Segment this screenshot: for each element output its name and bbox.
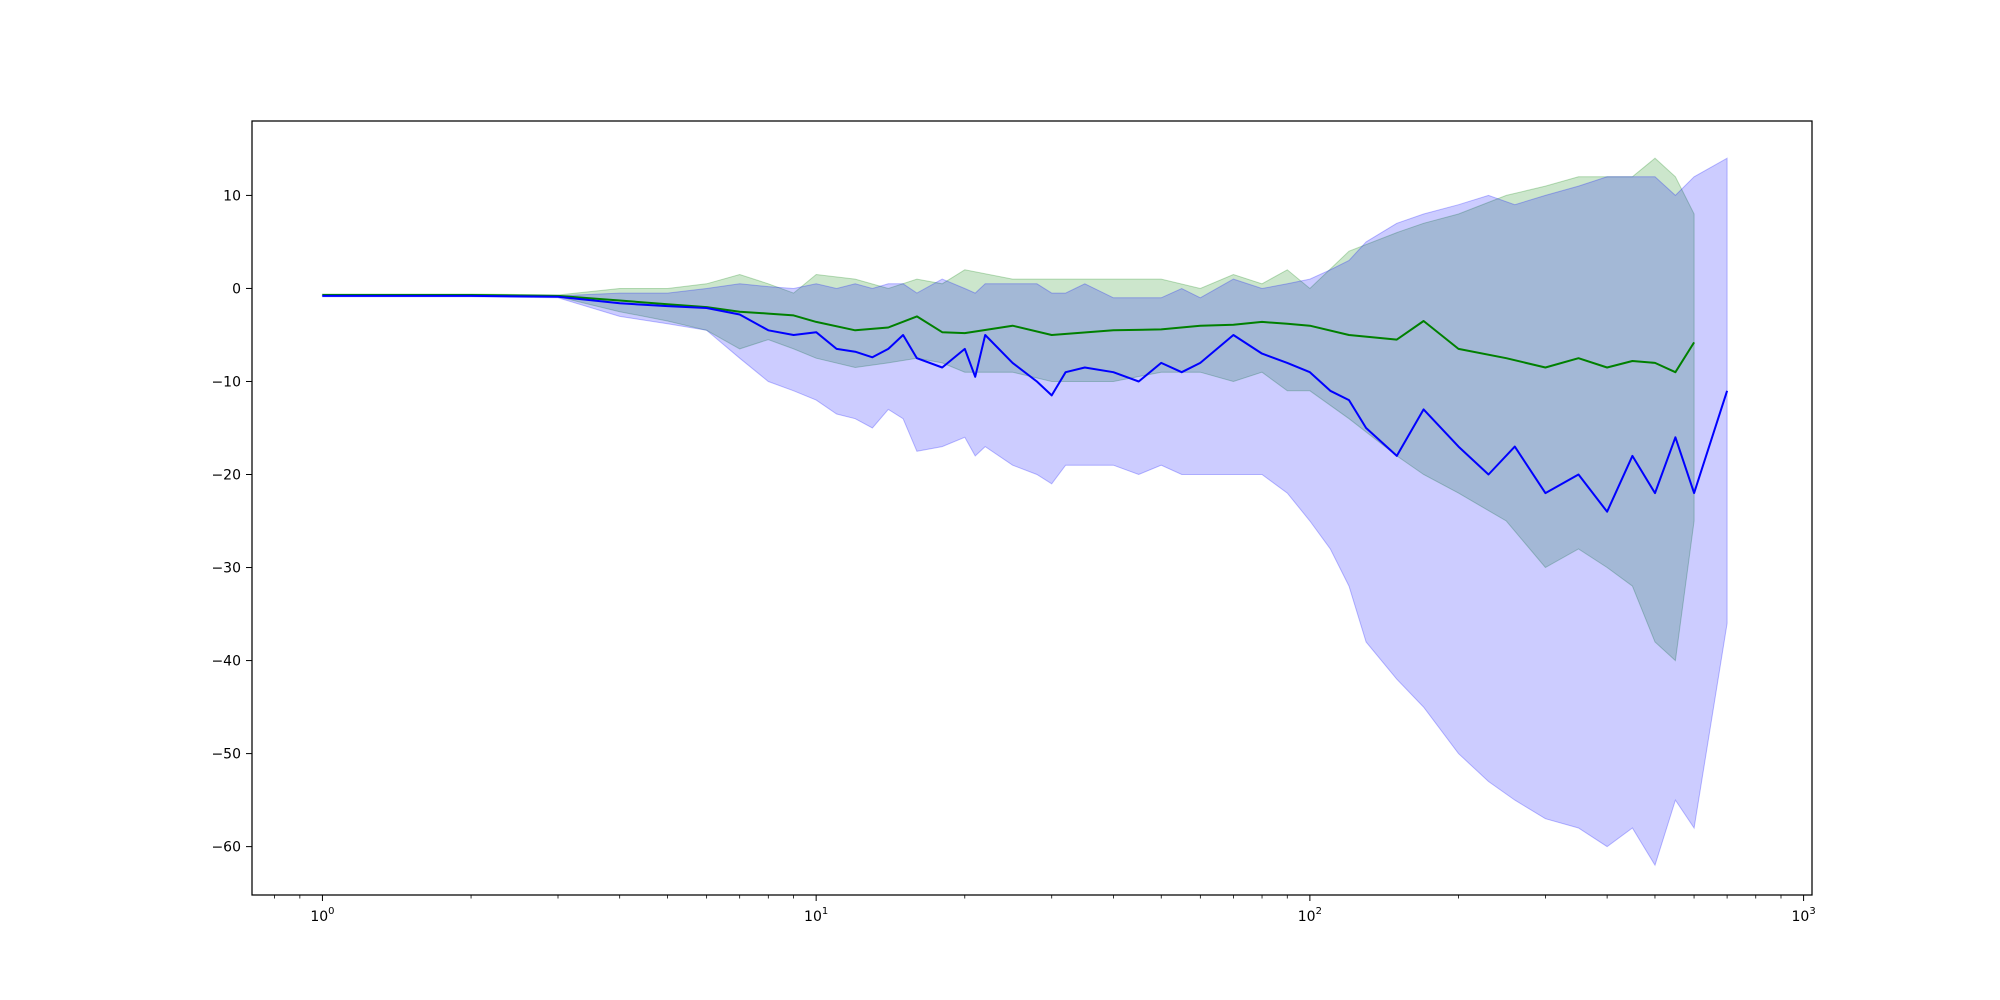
x-tick-label: 103: [1791, 906, 1815, 925]
y-tick-label: −10: [211, 374, 241, 390]
y-tick-label: −60: [211, 840, 241, 856]
line-series-1: [322, 294, 1729, 513]
y-tick-label: 10: [223, 188, 241, 204]
series-lines: [322, 294, 1729, 513]
x-tick-label: 102: [1298, 906, 1322, 925]
line-series-0: [322, 294, 1695, 374]
y-tick-label: −40: [211, 654, 241, 670]
plot-area-frame: [251, 120, 1813, 896]
y-tick-label: −30: [211, 561, 241, 577]
x-axis: 100 101 102 103: [274, 895, 1816, 925]
x-tick-label: 100: [310, 906, 334, 925]
band-series-0: [321, 157, 1695, 662]
confidence-bands: [321, 157, 1728, 867]
y-tick-label: −20: [211, 468, 241, 484]
y-tick-label: −50: [211, 747, 241, 763]
y-tick-label: 0: [232, 281, 241, 297]
x-tick-label: 101: [804, 906, 828, 925]
y-axis: 10 0 −10 −20 −30 −40 −50 −60: [211, 188, 252, 856]
band-series-1: [321, 157, 1728, 867]
